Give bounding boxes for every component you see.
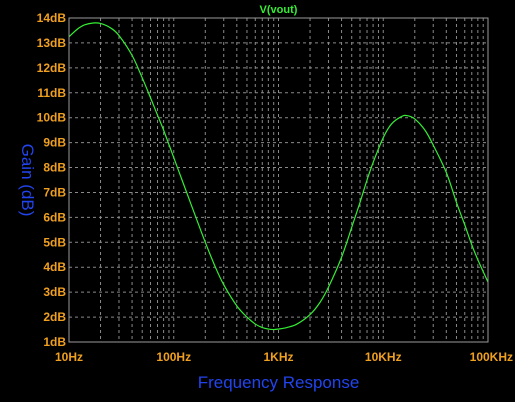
y-tick-label: 9dB <box>43 136 66 150</box>
x-tick-labels: 10Hz 100Hz 1KHz 10KHz 100KHz <box>55 350 513 364</box>
y-tick-label: 12dB <box>37 61 67 75</box>
x-tick-label: 10KHz <box>365 350 402 364</box>
y-tick-label: 7dB <box>43 185 66 199</box>
x-axis-label: Frequency Response <box>198 373 360 392</box>
y-tick-label: 8dB <box>43 161 66 175</box>
x-tick-label: 100Hz <box>156 350 191 364</box>
y-tick-label: 11dB <box>37 86 66 100</box>
y-tick-label: 1dB <box>43 335 66 349</box>
y-axis-label: Gain (dB) <box>18 144 37 217</box>
y-tick-label: 5dB <box>43 235 66 249</box>
plot-border <box>68 17 489 343</box>
x-tick-label: 1KHz <box>263 350 293 364</box>
y-tick-label: 3dB <box>43 285 66 299</box>
y-tick-label: 10dB <box>37 111 67 125</box>
y-tick-label: 2dB <box>43 310 66 324</box>
series-layer <box>68 22 489 331</box>
y-tick-label: 14dB <box>37 11 67 25</box>
y-tick-label: 13dB <box>37 36 67 50</box>
series-line-vout[interactable] <box>68 22 489 331</box>
x-tick-label: 10Hz <box>55 350 83 364</box>
y-tick-label: 4dB <box>43 260 66 274</box>
y-tick-labels: 1dB 2dB 3dB 4dB 5dB 6dB 7dB 8dB 9dB 10dB 11dB 12dB 1… <box>37 11 67 349</box>
chart-title[interactable]: V(vout) <box>260 4 298 16</box>
x-tick-label: 100KHz <box>470 350 513 364</box>
y-tick-label: 6dB <box>43 210 66 224</box>
grid-layer <box>69 17 488 343</box>
